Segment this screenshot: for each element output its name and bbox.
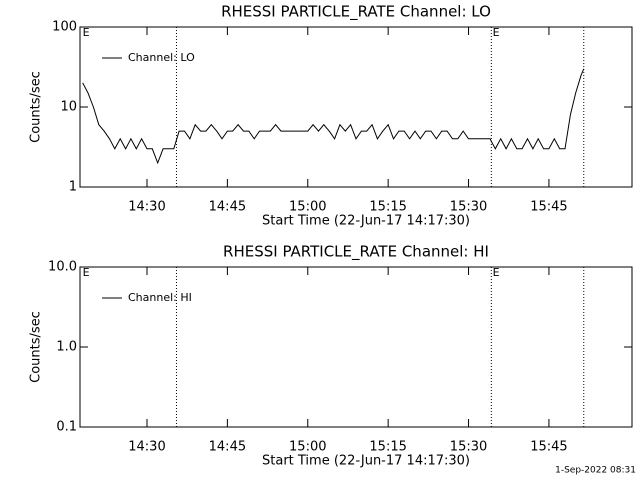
y-tick-label: 0.1 (56, 420, 77, 435)
event-marker: E (493, 26, 500, 39)
x-axis-label: Start Time (22-Jun-17 14:17:30) (262, 214, 470, 229)
event-marker: E (493, 266, 500, 279)
event-marker: E (83, 26, 90, 39)
event-marker: E (83, 266, 90, 279)
x-tick-label: 15:15 (369, 200, 406, 215)
x-tick-label: 15:45 (530, 200, 567, 215)
y-tick-label: 1 (69, 180, 77, 195)
y-tick-label: 10.0 (48, 260, 77, 275)
x-tick-label: 15:15 (369, 440, 406, 455)
footer: 1-Sep-2022 08:31 (555, 466, 636, 476)
x-tick-label: 14:45 (209, 440, 246, 455)
x-tick-label: 15:45 (530, 440, 567, 455)
x-axis-label: Start Time (22-Jun-17 14:17:30) (262, 454, 470, 469)
x-tick-label: 14:45 (209, 200, 246, 215)
data-line (82, 68, 585, 165)
x-tick-label: 14:30 (128, 200, 165, 215)
x-tick-label: 14:30 (128, 440, 165, 455)
x-tick-label: 15:00 (289, 440, 326, 455)
legend-label: Channel: LO (128, 51, 195, 64)
x-tick-label: 15:30 (450, 200, 487, 215)
x-tick-label: 15:30 (450, 440, 487, 455)
chart-title: RHESSI PARTICLE_RATE Channel: HI (223, 243, 489, 262)
y-axis-label: Counts/sec (29, 311, 44, 383)
y-tick-label: 1.0 (56, 340, 77, 355)
x-tick-label: 15:00 (289, 200, 326, 215)
chart-title: RHESSI PARTICLE_RATE Channel: LO (221, 3, 491, 22)
y-tick-label: 10 (60, 100, 77, 115)
y-axis-label: Counts/sec (29, 71, 44, 143)
y-tick-label: 100 (52, 20, 77, 35)
legend-label: Channel: HI (128, 291, 192, 304)
